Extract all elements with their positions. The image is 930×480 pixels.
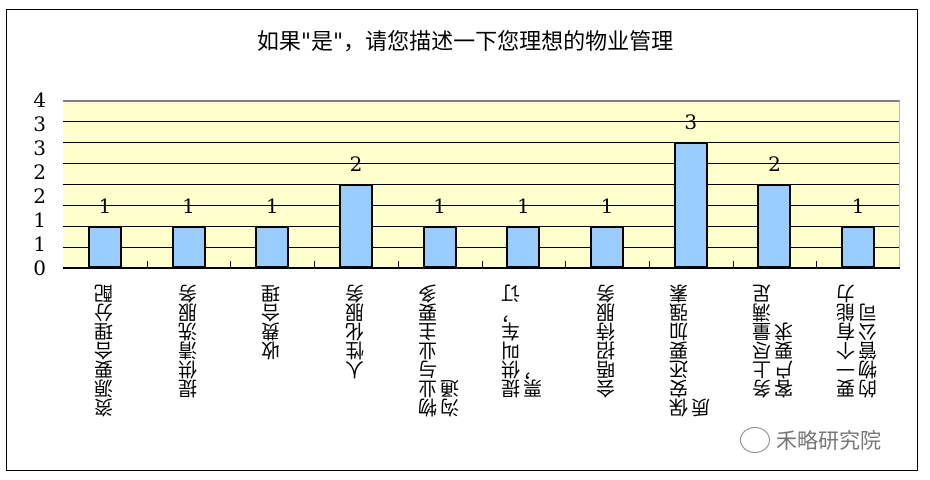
y-tick-label: 2 <box>33 184 46 208</box>
bar-value-label: 1 <box>851 194 865 218</box>
bar-value-label: 1 <box>182 194 195 218</box>
x-category-label: 物业与业主要多 沟通 <box>417 284 462 417</box>
bar <box>757 184 792 268</box>
x-category-label: 会晤招待服务 <box>596 284 619 398</box>
x-category-label: 提供清洗服务 <box>177 284 200 398</box>
gridline <box>63 121 899 122</box>
gridline <box>63 247 899 248</box>
bar <box>673 142 708 268</box>
bar <box>338 184 373 268</box>
x-tick <box>732 261 734 269</box>
bar <box>87 226 122 268</box>
x-tick <box>481 261 483 269</box>
watermark-text: 禾略研究院 <box>776 429 881 453</box>
gridline <box>63 184 899 185</box>
bar <box>590 226 625 268</box>
x-category-label: 要一个有能力 的物管公司 <box>836 284 881 398</box>
bar-value-label: 1 <box>98 194 112 218</box>
x-category-label: 保安还要加强素 质 <box>668 284 713 417</box>
bar <box>171 226 206 268</box>
bar-value-label: 1 <box>265 194 279 218</box>
x-tick <box>146 261 148 269</box>
y-tick-label: 2 <box>33 160 46 184</box>
bar <box>255 226 290 268</box>
gridline <box>63 142 899 143</box>
bar <box>841 226 876 268</box>
plot-area <box>63 100 900 268</box>
y-tick-label: 1 <box>33 208 46 232</box>
gridline <box>63 205 899 206</box>
x-category-label: 资源要合理分配 <box>93 284 116 417</box>
bar <box>506 226 541 268</box>
gridline <box>63 226 899 227</box>
y-tick-label: 0 <box>33 256 46 280</box>
y-tick-label: 1 <box>33 232 46 256</box>
wechat-icon <box>740 427 770 453</box>
x-tick <box>565 261 567 269</box>
x-tick <box>816 261 818 269</box>
y-tick-label: 3 <box>33 136 46 160</box>
x-tick <box>397 261 399 269</box>
gridline <box>63 163 899 164</box>
x-category-label: 务上尽量满足 客户要求 <box>752 284 797 398</box>
chart-title: 如果"是"，请您描述一下您理想的物业管理 <box>256 30 674 55</box>
x-category-label: 收费合理 <box>261 284 284 360</box>
bar-value-label: 3 <box>684 110 698 134</box>
x-tick <box>648 261 650 269</box>
bar-value-label: 1 <box>516 194 530 218</box>
x-axis <box>63 261 900 269</box>
bar-value-label: 1 <box>433 194 446 218</box>
x-category-label: 提供叫车，订 票， <box>501 284 546 398</box>
x-tick <box>314 261 316 269</box>
y-tick-label: 4 <box>33 88 46 112</box>
bar-value-label: 2 <box>349 152 363 176</box>
x-category-label: 人性化服务 <box>344 284 367 379</box>
bar <box>422 226 457 268</box>
x-tick <box>230 261 232 269</box>
watermark: 禾略研究院 <box>740 425 881 455</box>
bar-value-label: 1 <box>600 194 614 218</box>
bar-value-label: 2 <box>768 152 781 176</box>
y-tick-label: 3 <box>33 112 46 136</box>
